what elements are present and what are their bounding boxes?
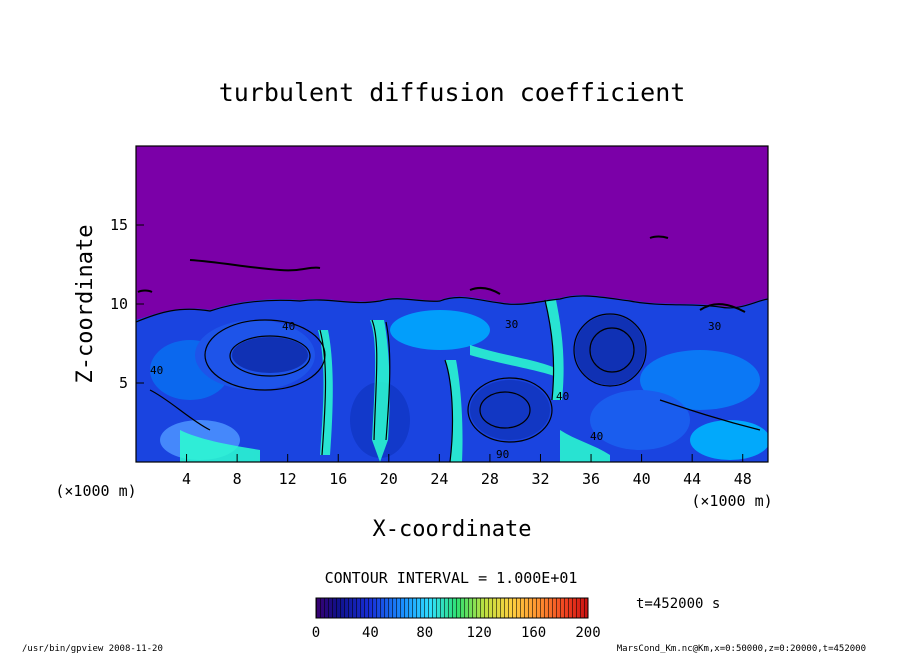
- colorbar-stripes: [316, 598, 588, 618]
- y-tick-label: 15: [110, 216, 128, 234]
- chart-title: turbulent diffusion coefficient: [219, 78, 686, 107]
- colorbar: 0 40 80 120 160 200: [312, 597, 601, 641]
- contour-label: 40: [150, 364, 163, 377]
- contour-label: 30: [708, 320, 721, 333]
- contour-label: 40: [590, 430, 603, 443]
- x-tick-label: 12: [279, 470, 297, 488]
- colorbar-tick-label: 80: [416, 625, 433, 641]
- x-tick-label: 32: [531, 470, 549, 488]
- y-axis: 5 10 15: [110, 216, 144, 392]
- x-axis: 4 8 12 16 20 24 28 32 36 40 44 48: [182, 454, 752, 488]
- plot-area: 40 40 30 40 30 40 90: [136, 146, 768, 462]
- contour-label: 40: [556, 390, 569, 403]
- x-tick-label: 4: [182, 470, 191, 488]
- contour-interval-label: CONTOUR INTERVAL = 1.000E+01: [325, 569, 578, 587]
- colorbar-tick-label: 120: [467, 625, 492, 641]
- contour-labels: 40 40 30 40 30 40 90: [150, 318, 721, 461]
- footer-right: MarsCond_Km.nc@Km,x=0:50000,z=0:20000,t=…: [617, 644, 866, 654]
- x-tick-label: 36: [582, 470, 600, 488]
- colorbar-tick-label: 160: [521, 625, 546, 641]
- contour-label: 30: [505, 318, 518, 331]
- x-tick-label: 8: [233, 470, 242, 488]
- x-tick-label: 24: [430, 470, 448, 488]
- x-tick-label: 28: [481, 470, 499, 488]
- y-tick-label: 10: [110, 295, 128, 313]
- x-axis-label: X-coordinate: [373, 517, 532, 542]
- contour-label: 90: [496, 448, 509, 461]
- colorbar-tick-label: 40: [362, 625, 379, 641]
- colorbar-ticks: 0 40 80 120 160 200: [312, 625, 601, 641]
- x-tick-label: 20: [380, 470, 398, 488]
- x-tick-label: 16: [329, 470, 347, 488]
- x-tick-label: 44: [683, 470, 701, 488]
- contour-label: 40: [282, 320, 295, 333]
- y-tick-label: 5: [119, 374, 128, 392]
- colorbar-tick-label: 200: [575, 625, 600, 641]
- colorbar-tick-label: 0: [312, 625, 320, 641]
- contour-lines: [136, 235, 768, 462]
- x-unit-right: (×1000 m): [691, 492, 772, 510]
- colorbar-frame: [315, 597, 589, 619]
- y-axis-label: Z-coordinate: [73, 225, 98, 384]
- x-tick-label: 40: [633, 470, 651, 488]
- x-tick-label: 48: [734, 470, 752, 488]
- time-label: t=452000 s: [636, 596, 720, 612]
- footer-left: /usr/bin/gpview 2008-11-20: [22, 644, 163, 654]
- x-unit-left: (×1000 m): [55, 482, 136, 500]
